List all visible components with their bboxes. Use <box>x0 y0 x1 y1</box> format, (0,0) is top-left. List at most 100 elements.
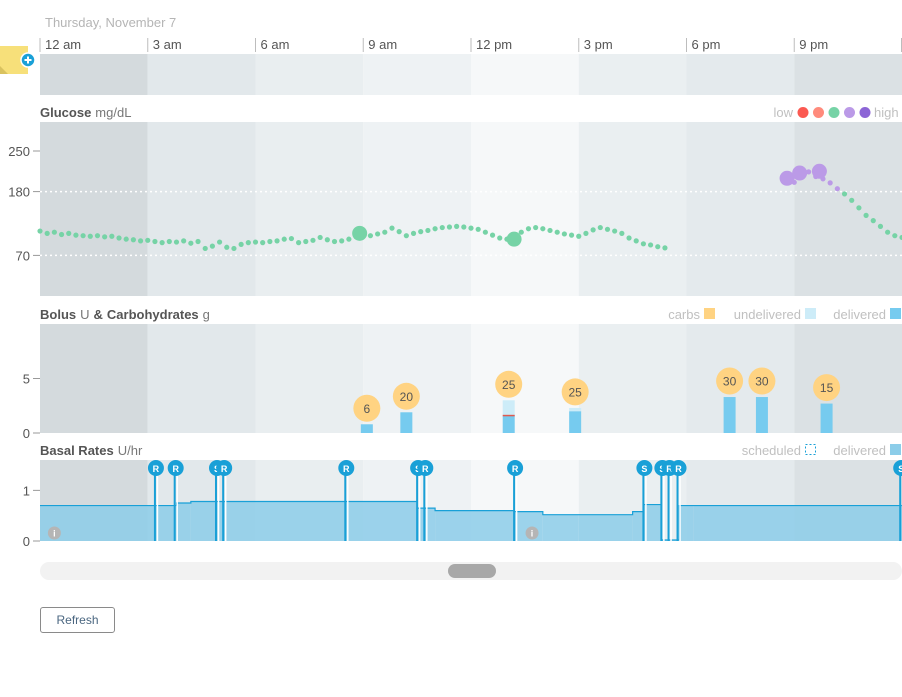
glucose-point <box>51 229 57 235</box>
bolus-amp: & <box>94 307 103 322</box>
glucose-point <box>195 238 201 245</box>
glucose-point <box>274 238 280 244</box>
carbs-circle <box>716 367 744 395</box>
basal-delivered-segment <box>542 514 579 541</box>
basal-marker-badge <box>670 460 687 476</box>
time-tick-label: 9 am <box>368 37 397 52</box>
basal-delivered-segment <box>219 501 346 541</box>
glucose-point <box>806 169 812 175</box>
refresh-button[interactable]: Refresh <box>40 607 115 633</box>
timeline-scrollbar[interactable] <box>40 562 902 580</box>
glucose-point <box>80 233 86 239</box>
glucose-point <box>94 233 101 239</box>
glucose-band <box>578 122 687 296</box>
glucose-point <box>841 191 848 197</box>
glucose-point <box>109 233 115 239</box>
time-axis: 12 am 3 am 6 am 9 am 12 pm 3 pm 6 pm 9 pm <box>39 37 902 52</box>
basal-marker-label: R <box>675 464 682 474</box>
basal-marker-badge <box>216 460 233 476</box>
add-note-button[interactable] <box>0 46 36 74</box>
glucose-point <box>604 226 611 232</box>
glucose-point <box>382 229 388 235</box>
glucose-point <box>856 205 862 211</box>
carbs-circle <box>495 370 523 398</box>
carbs-circle <box>392 382 420 410</box>
glucose-point <box>87 233 93 239</box>
glucose-tick-label: 250 <box>8 144 30 159</box>
glucose-point <box>583 230 589 236</box>
glucose-point <box>655 244 661 250</box>
notes-band <box>794 54 902 95</box>
glucose-band <box>255 122 364 296</box>
notes-band <box>40 54 902 95</box>
glucose-tick-label: 180 <box>8 185 30 200</box>
glucose-band <box>686 122 795 296</box>
glucose-point <box>288 235 295 242</box>
glucose-point <box>475 226 481 232</box>
glucose-point <box>202 245 208 252</box>
glucose-point <box>425 227 431 234</box>
notes-band <box>147 54 256 95</box>
glucose-point <box>418 229 424 235</box>
glucose-point <box>647 242 654 248</box>
carbs-value-label: 25 <box>568 385 582 399</box>
carbs-title: Carbohydrates <box>107 307 199 322</box>
glucose-tick-label: 70 <box>16 248 30 263</box>
bolus-delivered-bar <box>360 424 373 433</box>
glucose-point <box>267 238 273 245</box>
basal-marker-label: R <box>512 464 519 474</box>
bolus-band <box>255 324 364 433</box>
glucose-point <box>181 238 187 244</box>
basal-delivered-segment <box>176 503 191 541</box>
glucose-point <box>482 229 488 235</box>
glucose-point <box>454 223 460 229</box>
basal-marker-badge <box>338 460 355 476</box>
bolus-undelivered-bar <box>502 400 515 416</box>
legend-carbs-label: carbs <box>668 307 700 322</box>
info-icon-glyph: i <box>531 529 534 539</box>
carbs-circle <box>813 374 841 402</box>
glucose-header: Glucose mg/dL <box>40 105 131 120</box>
carbs-circle <box>748 367 776 395</box>
glucose-point <box>590 227 596 233</box>
glucose-point <box>245 240 251 246</box>
notes-band <box>40 54 148 95</box>
basal-delivered-segment <box>154 505 177 541</box>
carbs-value-label: 20 <box>400 390 414 404</box>
time-tick-label: 6 pm <box>692 37 721 52</box>
basal-panel: 01RRSRRSRRSSRRSii <box>23 460 902 549</box>
bolus-delivered-bar <box>755 397 768 433</box>
glucose-point <box>324 237 330 243</box>
info-icon <box>525 526 539 540</box>
glucose-point <box>159 240 165 246</box>
legend-scheduled-label: scheduled <box>742 443 801 458</box>
basal-marker-label: R <box>343 464 350 474</box>
glucose-point <box>662 245 668 251</box>
glucose-point <box>396 229 402 235</box>
timeline-scroll-thumb[interactable] <box>448 564 496 578</box>
glucose-point <box>296 240 302 246</box>
bolus-delivered-bar <box>569 411 582 433</box>
glucose-legend-dot <box>797 107 809 118</box>
bolus-delivered-bar <box>400 412 413 433</box>
basal-delivered-segment <box>693 505 902 541</box>
carbs-unit: g <box>203 307 210 322</box>
glucose-point <box>885 229 891 235</box>
glucose-point <box>540 226 546 232</box>
glucose-band <box>40 122 148 296</box>
legend-delivered-swatch <box>890 308 901 319</box>
glucose-point <box>568 232 575 238</box>
legend-carbs-swatch <box>704 308 715 319</box>
glucose-point <box>892 233 898 239</box>
basal-delivered-segment <box>435 510 515 541</box>
glucose-smbg-point <box>506 231 522 247</box>
glucose-point <box>547 227 553 234</box>
notes-band <box>471 54 579 95</box>
bolus-delivered-bar <box>502 415 515 433</box>
daily-chart: Thursday, November 7 12 am 3 am 6 am 9 am 12… <box>0 15 902 549</box>
glucose-point <box>410 230 417 236</box>
info-icon <box>47 526 61 540</box>
glucose-point <box>137 238 144 244</box>
glucose-point <box>403 233 409 239</box>
basal-delivered-segment <box>632 511 644 541</box>
